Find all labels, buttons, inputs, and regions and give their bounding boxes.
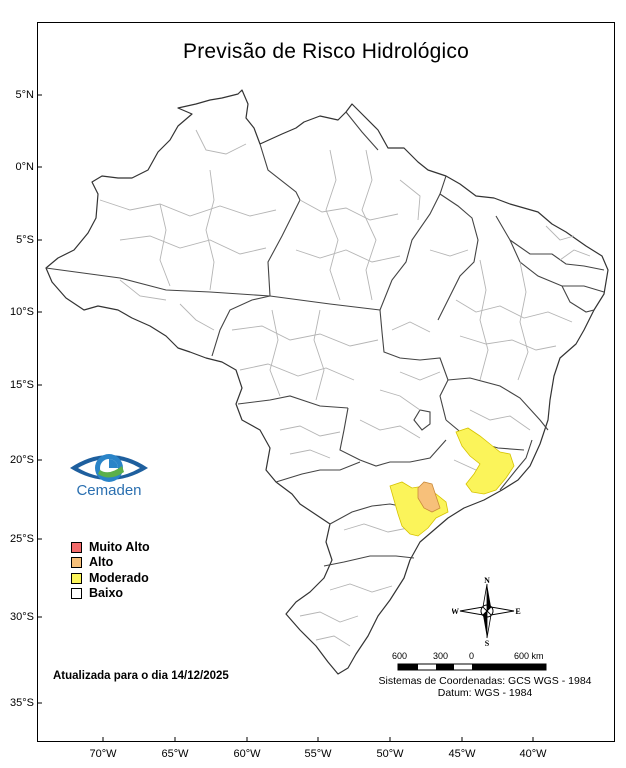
coords-line-2: Datum: WGS - 1984 (437, 687, 533, 699)
coordinate-system-note: Sistemas de Coordenadas: GCS WGS - 1984 … (360, 675, 610, 699)
legend-swatch-baixo (71, 588, 82, 599)
scale-label-0: 0 (469, 651, 475, 661)
lon-label-40w: 40°W (519, 748, 547, 760)
lon-label-55w: 55°W (304, 748, 332, 760)
coords-line-1: Sistemas de Coordenadas: GCS WGS - 1984 (378, 675, 592, 687)
scale-bar (397, 663, 547, 671)
scale-label-300: 300 (433, 651, 449, 661)
logo-text: Cemaden (76, 482, 142, 499)
compass-w: W (452, 607, 459, 616)
legend-swatch-moderado (71, 573, 82, 584)
compass-s: S (485, 639, 490, 646)
lat-label-15s: 15°S (10, 379, 34, 391)
lat-label-0n: 0°N (15, 161, 34, 173)
lon-label-60w: 60°W (233, 748, 261, 760)
compass-e: E (515, 607, 520, 616)
lon-label-65w: 65°W (161, 748, 189, 760)
north-arrow-icon: N S W E (452, 576, 521, 646)
map-frame (37, 22, 615, 742)
legend-swatch-alto (71, 557, 82, 568)
brazil-outline (45, 89, 609, 675)
scale-label-600: 600 (392, 651, 408, 661)
legend-swatch-muito-alto (71, 542, 82, 553)
updated-date: Atualizada para o dia 14/12/2025 (53, 670, 229, 682)
legend-label: Alto (89, 555, 114, 569)
lat-label-30s: 30°S (10, 611, 34, 623)
state-boundaries (45, 111, 605, 567)
lat-label-5s: 5°S (16, 234, 34, 246)
axis-ticks (37, 94, 534, 742)
lat-label-25s: 25°S (10, 533, 34, 545)
basin-boundaries (99, 129, 591, 647)
legend-label: Moderado (89, 571, 149, 585)
lat-label-10s: 10°S (10, 306, 34, 318)
scale-label-600km: 600 km (514, 651, 544, 661)
cemaden-logo-icon (70, 454, 148, 482)
legend-label: Muito Alto (89, 540, 150, 554)
lat-label-35s: 35°S (10, 697, 34, 709)
risk-region-alto-sp (417, 481, 441, 513)
lon-label-50w: 50°W (376, 748, 404, 760)
compass-n: N (484, 576, 490, 585)
legend-label: Baixo (89, 586, 124, 600)
lon-label-45w: 45°W (448, 748, 476, 760)
lat-label-5n: 5°N (15, 89, 34, 101)
lon-label-70w: 70°W (89, 748, 117, 760)
map-title: Previsão de Risco Hidrológico (183, 40, 469, 63)
lat-label-20s: 20°S (10, 454, 34, 466)
risk-region-moderado-mg (455, 427, 515, 495)
